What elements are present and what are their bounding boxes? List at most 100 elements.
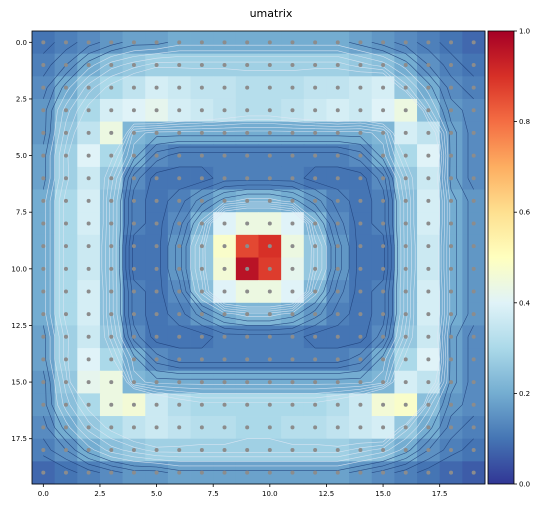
node-marker (245, 425, 250, 430)
node-marker (426, 153, 431, 158)
node-marker (426, 244, 431, 249)
node-marker (41, 470, 46, 475)
node-marker (449, 289, 454, 294)
y-tick-label: 0.0 (16, 39, 27, 47)
node-marker (222, 244, 227, 249)
node-marker (63, 380, 68, 385)
node-marker (245, 448, 250, 453)
node-marker (335, 380, 340, 385)
node-marker (109, 108, 114, 113)
node-marker (199, 40, 204, 45)
node-marker (403, 334, 408, 339)
node-marker (267, 470, 272, 475)
node-marker (426, 130, 431, 135)
node-marker (41, 130, 46, 135)
node-marker (63, 402, 68, 407)
node-marker (381, 221, 386, 226)
node-marker (381, 108, 386, 113)
node-marker (63, 266, 68, 271)
node-marker (449, 130, 454, 135)
node-marker (381, 62, 386, 67)
colorbar-tick-label: 1.0 (519, 28, 530, 36)
node-marker (313, 62, 318, 67)
node-marker (199, 380, 204, 385)
node-marker (426, 176, 431, 181)
node-marker (63, 425, 68, 430)
node-marker (335, 85, 340, 90)
node-marker (426, 357, 431, 362)
node-marker (154, 380, 159, 385)
node-marker (154, 108, 159, 113)
node-marker (381, 357, 386, 362)
node-marker (335, 357, 340, 362)
node-marker (131, 266, 136, 271)
node-marker (426, 470, 431, 475)
node-marker (290, 40, 295, 45)
y-axis-ticks: 0.0 2.5 5.0 7.5 10.0 12.5 15.0 17.5 (11, 39, 32, 443)
node-marker (154, 40, 159, 45)
node-marker (199, 198, 204, 203)
node-marker (199, 176, 204, 181)
y-tick-label: 17.5 (11, 435, 27, 443)
y-tick-label: 2.5 (16, 95, 27, 103)
node-marker (267, 357, 272, 362)
node-marker (63, 85, 68, 90)
node-marker (267, 448, 272, 453)
node-marker (313, 448, 318, 453)
node-marker (313, 244, 318, 249)
node-marker (290, 266, 295, 271)
node-marker (177, 85, 182, 90)
contour-line (43, 42, 474, 473)
node-marker (426, 108, 431, 113)
node-marker (449, 40, 454, 45)
node-marker (154, 402, 159, 407)
node-marker (41, 425, 46, 430)
node-marker (358, 448, 363, 453)
node-marker (154, 62, 159, 67)
node-marker (449, 62, 454, 67)
node-marker (335, 448, 340, 453)
node-marker (471, 289, 476, 294)
node-marker (245, 176, 250, 181)
node-marker (449, 221, 454, 226)
node-marker (313, 402, 318, 407)
node-marker (267, 198, 272, 203)
node-marker (449, 334, 454, 339)
heatmap-cells (32, 31, 486, 485)
node-marker (86, 198, 91, 203)
node-marker (222, 130, 227, 135)
node-marker (449, 357, 454, 362)
node-marker (245, 198, 250, 203)
node-marker (177, 425, 182, 430)
node-marker (86, 448, 91, 453)
colorbar-ticks: 0.0 0.2 0.4 0.6 0.8 1.0 (514, 28, 531, 489)
x-tick-label: 7.5 (208, 490, 219, 498)
node-marker (403, 312, 408, 317)
node-marker (313, 334, 318, 339)
node-marker (290, 198, 295, 203)
colorbar-tick-label: 0.8 (519, 118, 530, 126)
node-marker (449, 85, 454, 90)
node-marker (267, 221, 272, 226)
node-marker (313, 357, 318, 362)
node-marker (449, 402, 454, 407)
contour-line (45, 44, 451, 467)
node-marker (358, 266, 363, 271)
node-marker (313, 289, 318, 294)
x-tick-label: 5.0 (151, 490, 162, 498)
node-marker (86, 130, 91, 135)
node-marker (290, 312, 295, 317)
node-marker (471, 85, 476, 90)
node-marker (177, 108, 182, 113)
node-marker (335, 425, 340, 430)
node-marker (131, 470, 136, 475)
node-marker (358, 357, 363, 362)
node-marker (154, 334, 159, 339)
node-marker (335, 130, 340, 135)
node-marker (245, 380, 250, 385)
node-marker (267, 402, 272, 407)
node-marker (222, 62, 227, 67)
node-marker (131, 176, 136, 181)
node-marker (131, 312, 136, 317)
node-marker (245, 470, 250, 475)
